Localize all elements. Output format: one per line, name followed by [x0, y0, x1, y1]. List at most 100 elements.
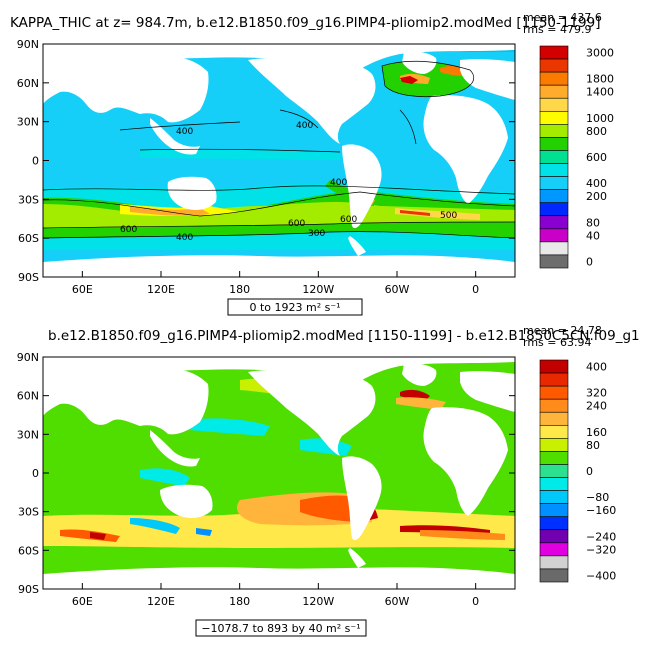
x-tick-label: 0: [472, 283, 479, 296]
contour-line: [381, 60, 475, 98]
y-tick-label: 90S: [18, 583, 39, 596]
y-tick-label: 0: [32, 467, 39, 480]
contour-line: [43, 191, 515, 217]
southern-yellow-band: [43, 508, 515, 548]
colorbar-label: 40: [586, 229, 600, 242]
contour-label: 400: [296, 121, 313, 131]
colorbar-swatch: [539, 424, 569, 439]
colorbar-swatch: [539, 555, 569, 570]
land-seasia: [150, 118, 200, 155]
colorbar-label: 80: [586, 216, 600, 229]
colorbar-swatch: [539, 137, 569, 151]
colorbar-label: −320: [586, 543, 616, 556]
land-north-america: [248, 369, 376, 456]
colorbar-label: 400: [586, 177, 607, 190]
colorbar-swatch: [539, 359, 569, 374]
contour-label: 600: [288, 219, 305, 229]
range-label-box: [195, 619, 367, 637]
contour-label: 300: [308, 229, 325, 239]
y-tick-label: 90N: [17, 351, 39, 364]
contour-line: [119, 121, 241, 131]
colorbar-swatch: [539, 464, 569, 478]
land-seasia: [150, 430, 200, 467]
contour-labels: 400 400 400 600 600 300 400 600 500: [120, 121, 457, 243]
land-antarctica: [43, 255, 515, 277]
south-atlantic-hot: [395, 208, 480, 220]
panel2-range-box: −1078.7 to 893 by 40 m² s⁻¹: [195, 619, 367, 637]
colorbar-label: 320: [586, 387, 607, 400]
contour-label: 400: [330, 178, 347, 188]
patch-cyan: [140, 468, 190, 486]
x-tick-label: 180: [229, 595, 250, 608]
x-tick-label: 120W: [302, 595, 334, 608]
south-atlantic-red: [400, 210, 430, 216]
colorbar-swatch: [539, 385, 569, 400]
land-europe: [460, 59, 515, 100]
colorbar-swatch: [539, 503, 569, 518]
land-antarctic-peninsula: [348, 548, 366, 568]
colorbar-swatch: [539, 97, 569, 112]
land-europe: [460, 371, 515, 412]
land-south-america: [342, 456, 382, 541]
x-tick-label: 120E: [147, 595, 175, 608]
contour-label: 500: [440, 211, 457, 221]
panel-difference: b.e12.B1850.f09_g16.PIMP4-pliomip2.modMe…: [17, 324, 640, 637]
colorbar-swatch: [539, 163, 569, 177]
panel1-axes: 60E 120E 180 120W 60W 0 90N 60N 30N 0 30S 60S 90S: [17, 38, 515, 296]
panel2-rms: rms = 63.94: [523, 336, 591, 349]
y-tick-label: 60N: [17, 77, 39, 90]
panel2-axes: 60E 120E 180 120W 60W 0 90N 60N 30N 0 30S 60S 90S: [17, 351, 515, 608]
land-south-america: [342, 144, 382, 229]
colorbar-swatch: [539, 202, 569, 217]
colorbar-label: −240: [586, 530, 616, 543]
colorbar-label: 0: [586, 465, 593, 478]
colorbar-swatch: [539, 150, 569, 164]
land-asia: [43, 53, 209, 123]
colorbar-swatch: [539, 189, 569, 204]
indian-cyan: [130, 518, 180, 534]
x-tick-label: 60W: [385, 283, 410, 296]
panel2-title: b.e12.B1850.f09_g16.PIMP4-pliomip2.modMe…: [48, 328, 640, 344]
y-tick-label: 90S: [18, 271, 39, 284]
panel-kappa-thic: KAPPA_THIC at z= 984.7m, b.e12.B1850.f09…: [10, 11, 614, 316]
colorbar-swatch: [539, 529, 569, 544]
range-label: 0 to 1923 m² s⁻¹: [249, 301, 340, 314]
land-eurasia: [43, 357, 515, 380]
colorbar-label: 160: [586, 426, 607, 439]
y-tick-label: 60S: [18, 232, 39, 245]
y-tick-label: 60N: [17, 390, 39, 403]
contour-line: [399, 109, 417, 145]
colorbar-swatch: [539, 215, 569, 230]
contour-label: 400: [176, 233, 193, 243]
land-eurasia: [43, 44, 515, 68]
colorbar-label: 200: [586, 190, 607, 203]
y-tick-label: 0: [32, 155, 39, 168]
colorbar-swatch: [539, 516, 569, 531]
contour-line: [139, 148, 341, 153]
panel1-title: KAPPA_THIC at z= 984.7m, b.e12.B1850.f09…: [10, 15, 601, 31]
colorbar-swatch: [539, 254, 569, 269]
colorbar-swatch: [539, 84, 569, 99]
x-tick-label: 60E: [72, 595, 93, 608]
land-asia: [43, 365, 209, 435]
colorbar-label: 240: [586, 400, 607, 413]
contour-line: [43, 185, 515, 195]
land-australia: [160, 484, 213, 518]
land-north-america: [248, 57, 376, 144]
range-label: −1078.7 to 893 by 40 m² s⁻¹: [201, 622, 360, 635]
x-tick-label: 60E: [72, 283, 93, 296]
contour-label: 400: [176, 127, 193, 137]
colorbar-swatch: [539, 490, 569, 504]
colorbar-label: −160: [586, 504, 616, 517]
contour-line: [279, 109, 319, 129]
contour-line: [43, 221, 515, 229]
colorbar-label: −400: [586, 569, 616, 582]
land-antarctica: [43, 567, 515, 589]
y-tick-label: 30N: [17, 116, 39, 129]
south-atlantic-orange: [420, 530, 505, 540]
contour-line: [43, 231, 515, 239]
pacific-blue: [196, 528, 212, 536]
panel2-map: [43, 357, 515, 589]
indian-deep-red: [90, 532, 106, 540]
